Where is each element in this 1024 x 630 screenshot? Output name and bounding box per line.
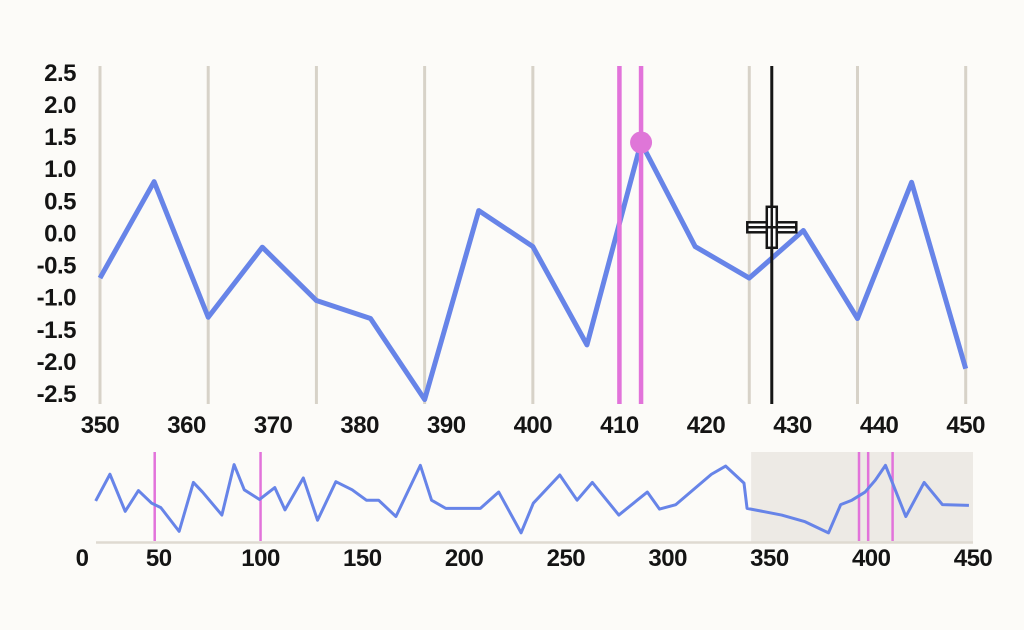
crosshair-cursor [746, 205, 798, 250]
main-x-tick-label: 440 [860, 412, 899, 439]
main-x-tick-label: 350 [81, 412, 120, 439]
main-y-tick-label: 2.0 [44, 92, 76, 119]
main-series-line [97, 139, 969, 403]
main-x-tick-label: 360 [167, 412, 206, 439]
mini-x-tick-label: 250 [547, 545, 586, 572]
overview-brush-chart[interactable]: 0 50 100 150 200 250 300 350 400 450 [76, 452, 993, 572]
main-y-tick-label: -1.0 [37, 285, 77, 312]
main-chart[interactable]: 350 360 370 380 390 400 410 420 430 440 450 2.5 2.0 1… [37, 60, 986, 439]
mini-x-tick-label: 0 [76, 545, 89, 572]
main-y-tick-label: -1.5 [37, 317, 77, 344]
mini-x-tick-label: 400 [852, 545, 891, 572]
mini-x-tick-label: 350 [750, 545, 789, 572]
mini-x-tick-label: 100 [241, 545, 280, 572]
main-y-tick-label: -0.5 [37, 253, 77, 280]
main-y-tick-label: 1.5 [44, 124, 76, 151]
main-x-tick-label: 410 [600, 412, 639, 439]
main-x-tick-label: 420 [687, 412, 726, 439]
main-x-tick-label: 380 [340, 412, 379, 439]
mini-x-tick-label: 200 [445, 545, 484, 572]
main-x-tick-label: 390 [427, 412, 466, 439]
main-x-tick-label: 370 [254, 412, 293, 439]
main-y-tick-label: 0.5 [44, 188, 76, 215]
main-y-tick-label: 2.5 [44, 60, 76, 87]
main-x-tick-label: 400 [514, 412, 553, 439]
mini-x-tick-label: 300 [648, 545, 687, 572]
mini-x-tick-label: 50 [146, 545, 172, 572]
selected-point-marker[interactable] [630, 131, 653, 154]
main-x-tick-label: 450 [946, 412, 985, 439]
main-y-tick-label: -2.5 [37, 381, 77, 408]
main-y-tick-label: 0.0 [44, 220, 76, 247]
brush-selection[interactable] [751, 452, 973, 544]
mini-x-tick-label: 450 [954, 545, 993, 572]
main-x-tick-label: 430 [773, 412, 812, 439]
mini-x-tick-label: 150 [343, 545, 382, 572]
main-y-tick-label: -2.0 [37, 349, 77, 376]
main-y-tick-label: 1.0 [44, 156, 76, 183]
mini-series-line [94, 463, 969, 535]
